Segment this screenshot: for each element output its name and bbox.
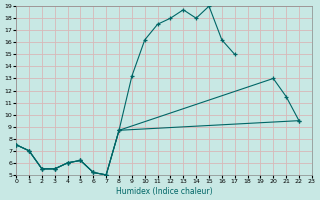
X-axis label: Humidex (Indice chaleur): Humidex (Indice chaleur) [116, 187, 212, 196]
